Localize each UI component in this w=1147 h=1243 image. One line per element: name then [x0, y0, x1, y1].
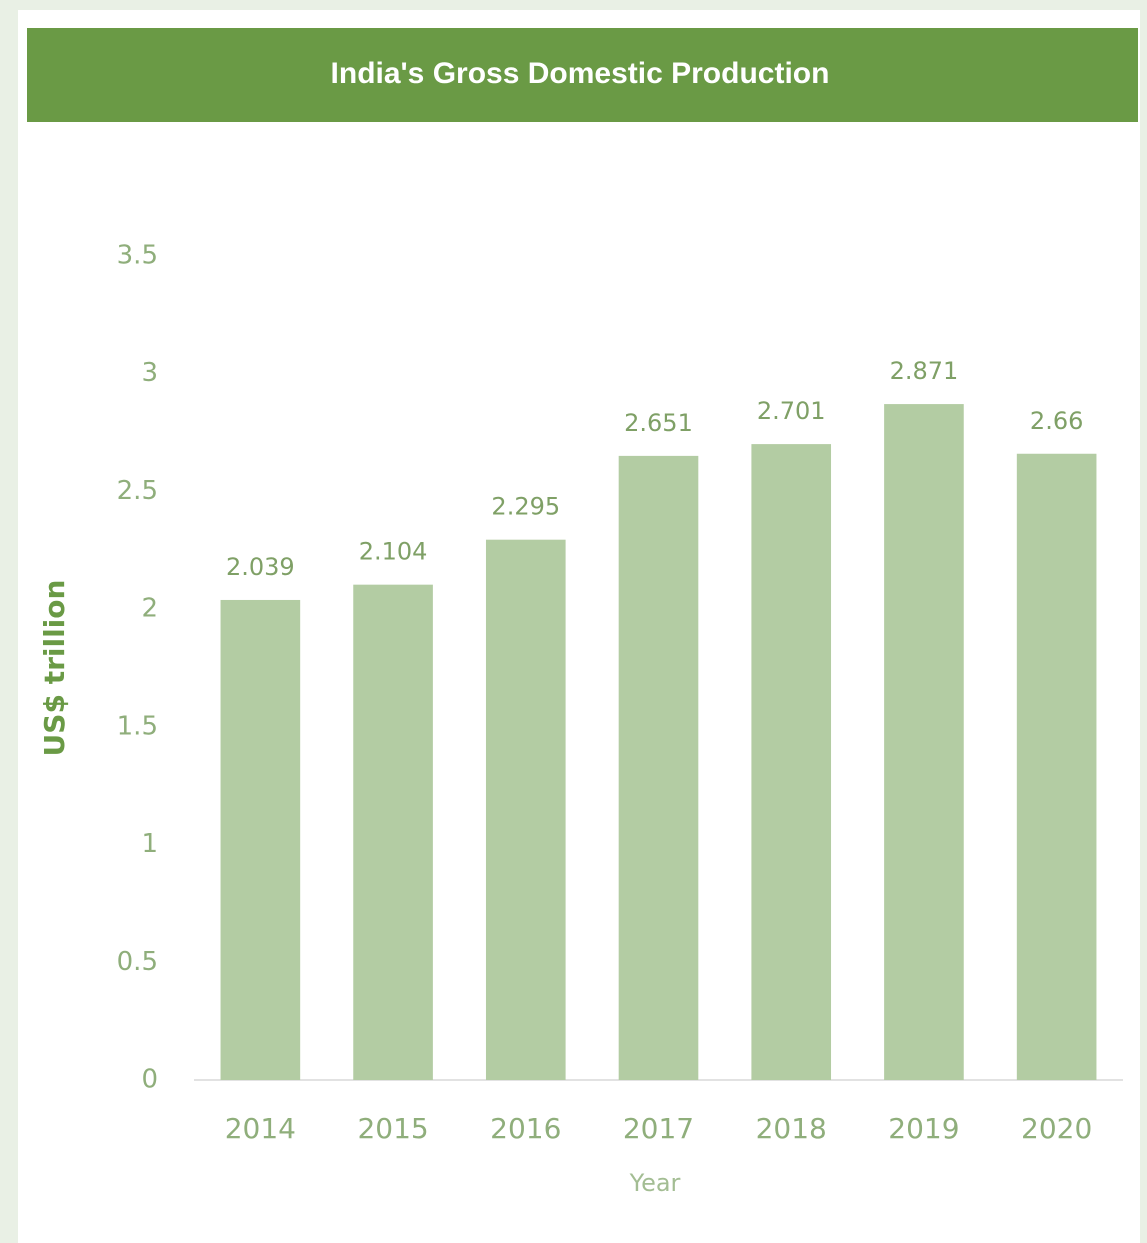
bar — [1016, 453, 1097, 1080]
panel — [18, 10, 1140, 1243]
y-tick-label: 3.5 — [117, 241, 158, 271]
value-label: 2.66 — [1030, 407, 1083, 435]
x-tick-label: 2017 — [623, 1112, 694, 1145]
y-tick-label: 3 — [141, 358, 158, 388]
x-tick-label: 2018 — [756, 1112, 827, 1145]
x-axis-label: Year — [629, 1169, 681, 1197]
bar — [618, 455, 699, 1080]
x-tick-label: 2015 — [357, 1112, 428, 1145]
bar — [884, 404, 964, 1080]
value-label: 2.295 — [491, 493, 560, 521]
chart-title: India's Gross Domestic Production — [331, 57, 830, 90]
y-tick-label: 1.5 — [117, 711, 158, 741]
bar — [485, 539, 566, 1080]
y-tick-label: 0 — [141, 1065, 158, 1095]
value-label: 2.104 — [359, 538, 428, 566]
x-tick-label: 2014 — [225, 1112, 296, 1145]
y-tick-label: 2 — [141, 594, 158, 624]
value-label: 2.651 — [624, 409, 693, 437]
y-tick-label: 1 — [141, 829, 158, 859]
value-label: 2.701 — [757, 397, 826, 425]
x-tick-label: 2019 — [888, 1112, 959, 1145]
bar — [751, 444, 832, 1080]
y-tick-label: 0.5 — [117, 947, 158, 977]
y-axis-label: US$ trillion — [38, 580, 71, 757]
x-tick-label: 2020 — [1021, 1112, 1092, 1145]
y-tick-label: 2.5 — [117, 476, 158, 506]
bar — [220, 599, 301, 1080]
x-tick-label: 2016 — [490, 1112, 561, 1145]
value-label: 2.039 — [226, 553, 295, 581]
value-label: 2.871 — [890, 357, 959, 385]
title-bar — [27, 28, 1138, 122]
bar — [353, 584, 433, 1080]
